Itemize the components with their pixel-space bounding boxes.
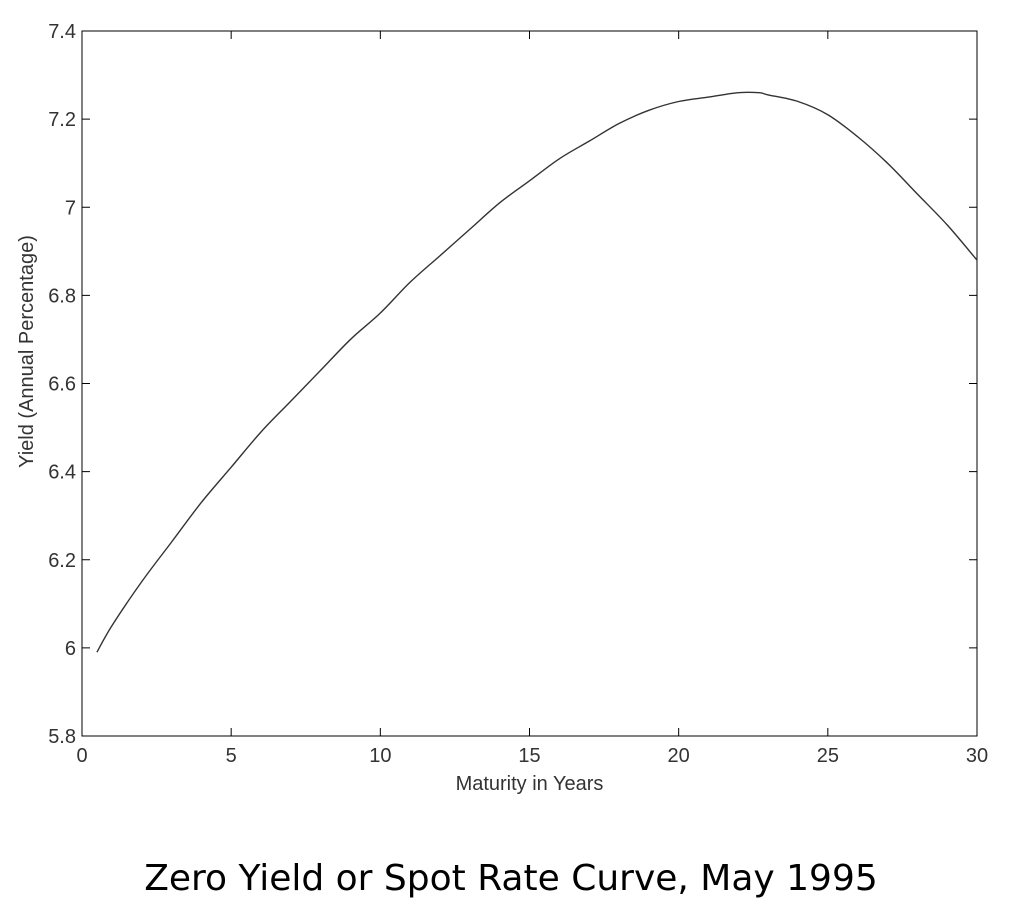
- y-tick-label: 5.8: [48, 726, 76, 748]
- x-tick-label: 20: [668, 745, 690, 767]
- x-tick-label: 15: [518, 745, 540, 767]
- x-tick-label: 5: [226, 745, 237, 767]
- x-tick-label: 30: [966, 745, 988, 767]
- plot-area: [81, 30, 978, 737]
- x-tick-label: 25: [817, 745, 839, 767]
- series-group: [96, 91, 978, 653]
- yield-curve-chart: 0 5 10 15 20 25 30 5.8 6 6.2 6.4 6.6 6.8 7 7.2 7.4 Mat…: [16, 21, 988, 795]
- x-tick-label: 0: [76, 745, 87, 767]
- yield-curve-line: [96, 91, 978, 653]
- y-tick-label: 6: [65, 638, 76, 660]
- plot-frame: [81, 30, 978, 737]
- y-axis-label: Yield (Annual Percentage): [16, 235, 38, 468]
- figure-caption: Zero Yield or Spot Rate Curve, May 1995: [144, 858, 878, 899]
- y-tick-label: 7.2: [48, 109, 76, 131]
- y-tick-label: 6.2: [48, 550, 76, 572]
- x-tick-label: 10: [369, 745, 391, 767]
- y-tick-label: 6.4: [48, 462, 76, 484]
- x-axis-label: Maturity in Years: [456, 773, 604, 795]
- y-tick-label: 6.6: [48, 374, 76, 396]
- y-tick-labels: 5.8 6 6.2 6.4 6.6 6.8 7 7.2 7.4: [48, 21, 76, 748]
- y-tick-label: 7.4: [48, 21, 76, 43]
- x-tick-labels: 0 5 10 15 20 25 30: [76, 745, 988, 767]
- y-tick-label: 7: [65, 197, 76, 219]
- y-tick-label: 6.8: [48, 285, 76, 307]
- axis-ticks: [81, 30, 978, 737]
